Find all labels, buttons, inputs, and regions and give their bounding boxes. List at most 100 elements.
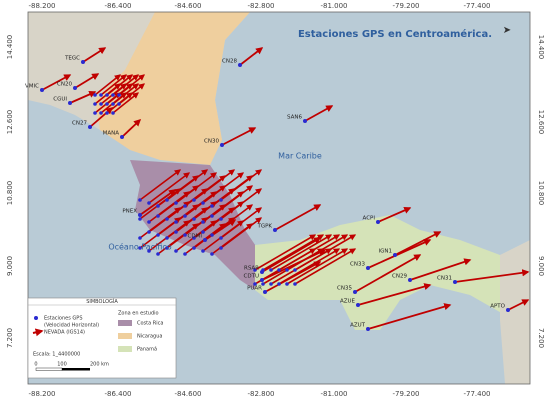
- station-dot: [111, 93, 115, 97]
- lon-label: -86.400: [104, 2, 131, 10]
- velocity-arrow: [112, 92, 139, 114]
- lon-label: -82.800: [247, 2, 274, 10]
- station-dot: [303, 119, 307, 123]
- velocity-arrow: [354, 254, 422, 293]
- velocity-arrow: [304, 105, 334, 122]
- station-dot: [366, 327, 370, 331]
- station-dot: [285, 282, 289, 286]
- station-dot: [183, 252, 187, 256]
- station-label: ACPI: [363, 216, 376, 222]
- velocity-arrow: [221, 127, 257, 146]
- station-dot: [356, 303, 360, 307]
- station-dot: [269, 268, 273, 272]
- station-dot: [111, 111, 115, 115]
- scale-label: 200 km: [90, 362, 109, 368]
- north-arrow: ➤: [503, 25, 511, 36]
- station-dot: [253, 268, 257, 272]
- legend-box: [27, 297, 177, 379]
- station-label: CN20: [57, 82, 72, 88]
- velocity-arrow: [166, 217, 209, 249]
- velocity-arrow: [202, 201, 245, 233]
- lat-label: 7.200: [6, 328, 14, 348]
- station-label: PUAR: [247, 286, 262, 292]
- station-dot: [219, 217, 223, 221]
- station-dot: [99, 102, 103, 106]
- velocity-arrow: [220, 169, 263, 201]
- station-dot: [393, 253, 397, 257]
- lat-label: 9.000: [537, 256, 545, 276]
- station-dot: [219, 198, 223, 202]
- velocity-arrow: [89, 107, 114, 128]
- station-dot: [203, 238, 207, 242]
- station-dot: [138, 213, 142, 217]
- velocity-arrow: [139, 217, 182, 249]
- station-dot: [261, 282, 265, 286]
- station-dot: [219, 246, 223, 250]
- velocity-arrow: [157, 185, 200, 217]
- station-dot: [220, 143, 224, 147]
- station-dot: [120, 135, 124, 139]
- station-dot: [408, 278, 412, 282]
- station-label: APTO: [490, 304, 505, 310]
- station-dot: [93, 111, 97, 115]
- velocity-arrow: [261, 249, 327, 281]
- station-dot: [210, 233, 214, 237]
- lat-label: 14.400: [537, 35, 545, 60]
- station-dot: [138, 198, 142, 202]
- velocity-arrow: [82, 47, 107, 63]
- station-dot: [165, 198, 169, 202]
- legend-text: Nicaragua: [137, 334, 162, 340]
- station-dot: [201, 220, 205, 224]
- lon-label: -79.200: [392, 390, 419, 398]
- station-dot: [192, 236, 196, 240]
- station-dot: [277, 268, 281, 272]
- station-dot: [183, 233, 187, 237]
- velocity-arrow: [202, 220, 245, 252]
- station-dot: [174, 201, 178, 205]
- station-label: AZUT: [350, 323, 366, 329]
- station-dot: [165, 217, 169, 221]
- lon-label: -84.600: [174, 390, 201, 398]
- velocity-arrow: [148, 220, 191, 252]
- station-label: CN33: [350, 262, 365, 268]
- station-dot: [138, 246, 142, 250]
- station-dot: [201, 249, 205, 253]
- station-dot: [253, 282, 257, 286]
- station-label: CN30: [204, 139, 219, 145]
- station-label: MANA: [103, 131, 120, 137]
- velocity-arrow: [294, 248, 357, 285]
- lat-label: 14.400: [6, 35, 14, 60]
- station-label: CDMI: [188, 234, 203, 240]
- station-dot: [93, 102, 97, 106]
- station-dot: [138, 236, 142, 240]
- station-label: SAN6: [287, 115, 302, 121]
- station-dot: [192, 246, 196, 250]
- velocity-arrow: [409, 258, 472, 281]
- station-label: TGPK: [256, 224, 272, 230]
- station-dot: [81, 60, 85, 64]
- legend-text: Panamá: [137, 346, 157, 353]
- station-label: CN27: [72, 121, 87, 127]
- station-dot: [192, 217, 196, 221]
- velocity-arrow: [262, 234, 325, 271]
- station-dot: [201, 201, 205, 205]
- station-label: CGUI: [53, 97, 67, 103]
- lat-label: 10.800: [6, 181, 14, 206]
- map-title: Estaciones GPS en Centroamérica.: [298, 28, 492, 40]
- colombia-land: [500, 240, 530, 384]
- station-dot: [366, 266, 370, 270]
- station-dot: [99, 93, 103, 97]
- legend-text: Estaciones GPS: [44, 316, 83, 322]
- station-label: TEGC: [64, 56, 80, 62]
- velocity-arrow: [367, 239, 432, 269]
- graticule-labels: -88.200 -88.200 -86.400 -86.400 -84.600 -84.6…: [6, 2, 545, 398]
- station-dot: [68, 101, 72, 105]
- station-dot: [174, 249, 178, 253]
- velocity-arrow: [175, 201, 218, 233]
- station-dot: [156, 252, 160, 256]
- legend-text: (Velocidad Horizontal): [44, 323, 99, 329]
- velocity-arrow: [507, 299, 530, 311]
- scale-label: 0: [34, 362, 37, 368]
- velocity-arrow: [261, 237, 322, 273]
- station-dot: [293, 268, 297, 272]
